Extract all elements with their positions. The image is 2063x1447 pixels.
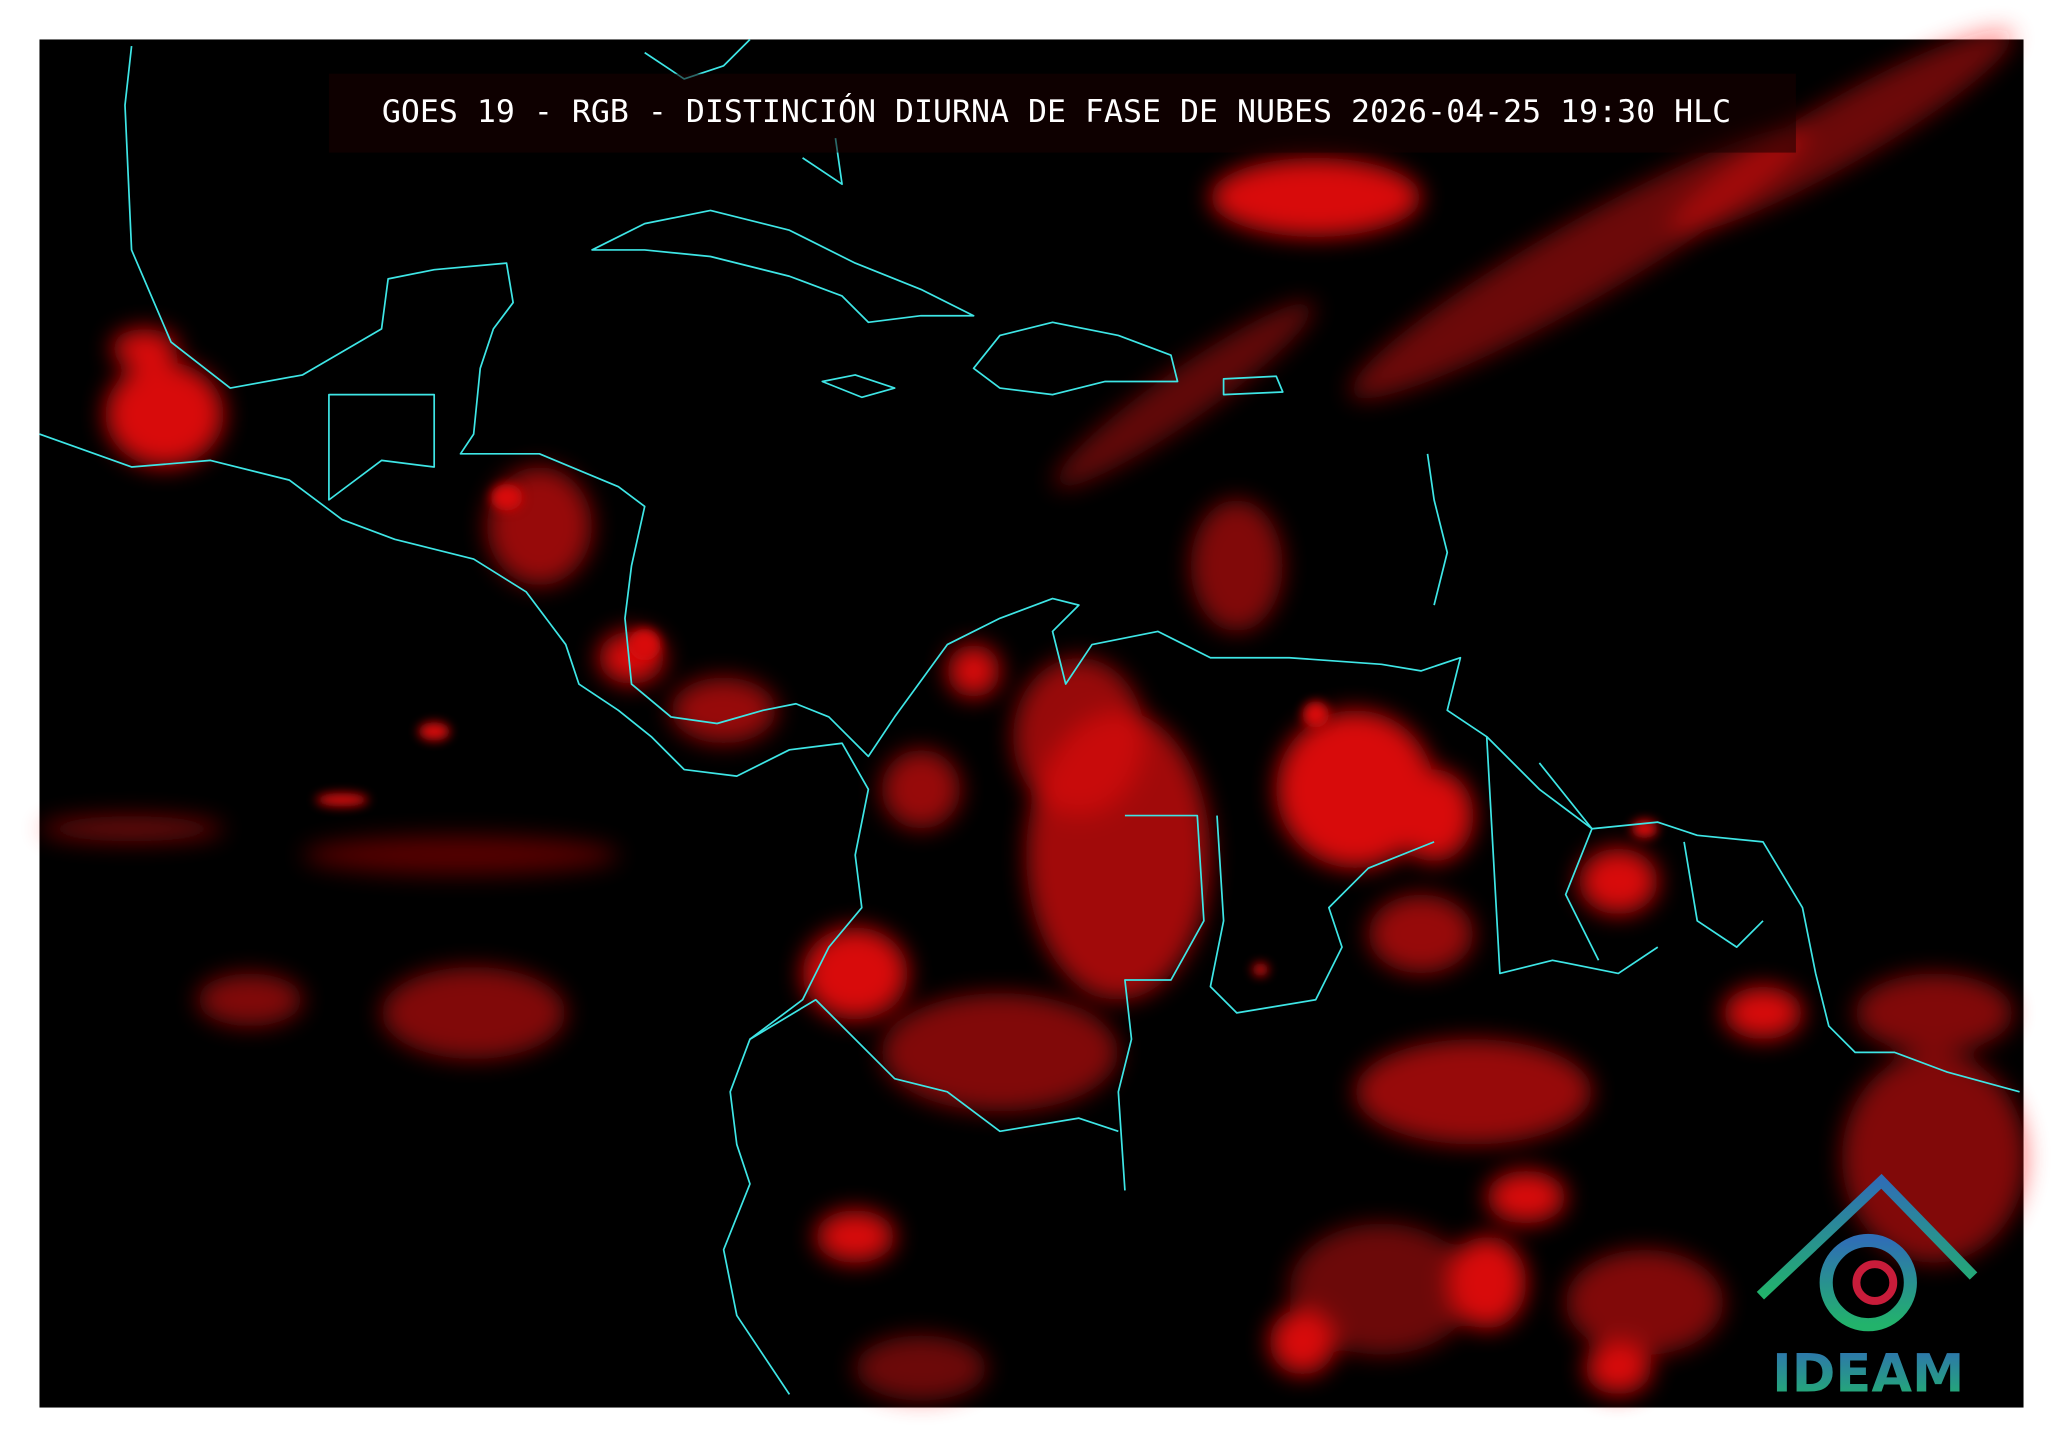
map-title: GOES 19 - RGB - DISTINCIÓN DIURNA DE FAS…: [382, 91, 1731, 130]
logo-swirl-inner: [1852, 1260, 1898, 1305]
cloud-layer: [39, 28, 2027, 1401]
coastlines: [39, 38, 2020, 1395]
logo-roof: [1756, 1173, 1978, 1300]
logo-swirl: [1819, 1233, 1917, 1332]
logo-text: IDEAM: [1772, 1344, 1964, 1405]
title-background: [328, 73, 1796, 153]
ideam-logo: IDEAM: [1756, 1173, 1978, 1405]
